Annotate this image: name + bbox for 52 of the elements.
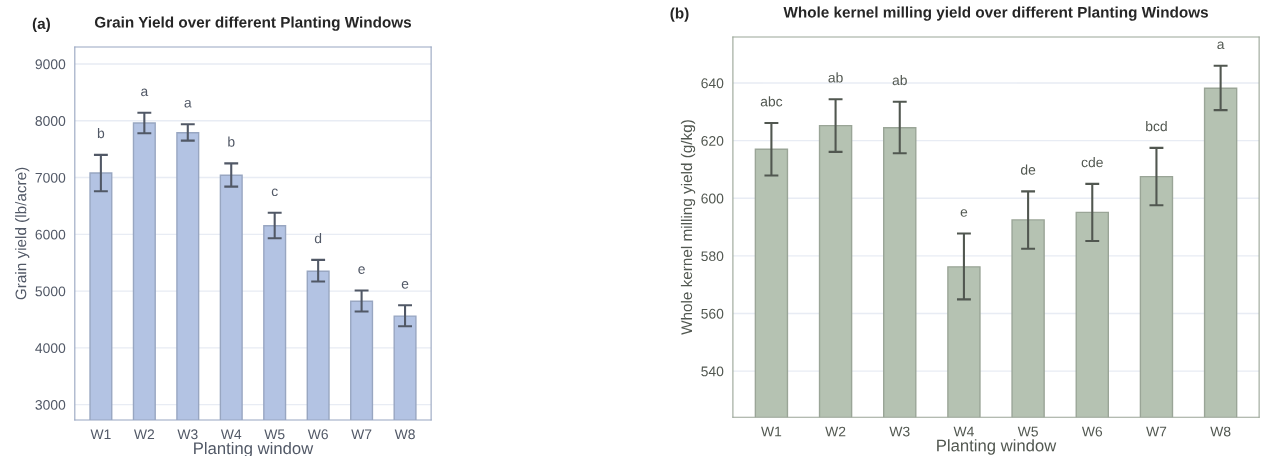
x-tick-label: W1 — [761, 426, 782, 437]
x-tick-label: W5 — [264, 429, 285, 440]
x-tick-label: W8 — [394, 429, 415, 440]
x-tick-label: W7 — [1146, 426, 1167, 437]
y-tick-label: 3000 — [35, 399, 66, 410]
y-tick-label: 560 — [701, 308, 724, 319]
annotation: a — [184, 99, 192, 108]
text: (b) — [670, 7, 689, 22]
y-tick-label: 7000 — [35, 172, 66, 183]
annotation: c — [271, 188, 278, 197]
annotation: e — [401, 281, 409, 289]
y-tick-label: 540 — [701, 366, 724, 377]
x-tick-label: W3 — [889, 426, 910, 437]
x-tick-label: W1 — [90, 429, 111, 440]
annotation: e — [358, 266, 365, 274]
annotation: cde — [1081, 157, 1103, 168]
y-axis-title: Grain yield (lb/acre) — [15, 167, 30, 300]
annotation: b — [228, 136, 235, 147]
x-tick-label: W6 — [1081, 426, 1103, 437]
y-tick-label: 580 — [701, 251, 724, 262]
x-tick-label: W2 — [133, 429, 155, 440]
annotation: b — [97, 128, 105, 139]
y-tick-label: 5000 — [35, 286, 66, 297]
annotation: ab — [892, 74, 907, 86]
annotation: a — [141, 88, 149, 97]
x-tick-label: W8 — [1210, 426, 1231, 437]
x-tick-label: W4 — [953, 426, 974, 437]
annotation: a — [1217, 41, 1225, 50]
x-tick-label: W3 — [177, 429, 198, 440]
annotation: abc — [760, 96, 783, 107]
y-tick-label: 6000 — [35, 229, 66, 240]
y-tick-label: 620 — [701, 135, 724, 146]
y-tick-label: 600 — [701, 193, 724, 204]
annotation: de — [1020, 164, 1036, 175]
x-tick-label: W6 — [307, 429, 328, 440]
x-tick-label: W5 — [1017, 426, 1038, 437]
text: (a) — [32, 17, 50, 33]
y-tick-label: 9000 — [35, 59, 66, 70]
annotation: ab — [828, 72, 843, 83]
y-axis-title: Whole kernel milling yield (g/kg) — [680, 120, 696, 335]
y-tick-label: 8000 — [35, 116, 66, 126]
annotation: e — [960, 209, 968, 217]
chart-title: Grain Yield over different Planting Windows — [94, 16, 412, 31]
x-axis-title: Planting window — [937, 439, 1057, 455]
y-tick-label: 640 — [701, 78, 724, 89]
y-tick-label: 4000 — [35, 343, 66, 354]
x-tick-label: W2 — [825, 426, 846, 437]
chart-title: Whole kernel milling yield over different Planting Windows — [783, 6, 1208, 21]
x-tick-label: W7 — [351, 429, 372, 440]
x-tick-label: W4 — [220, 429, 242, 440]
annotation: d — [314, 233, 322, 244]
annotation: bcd — [1146, 121, 1167, 132]
